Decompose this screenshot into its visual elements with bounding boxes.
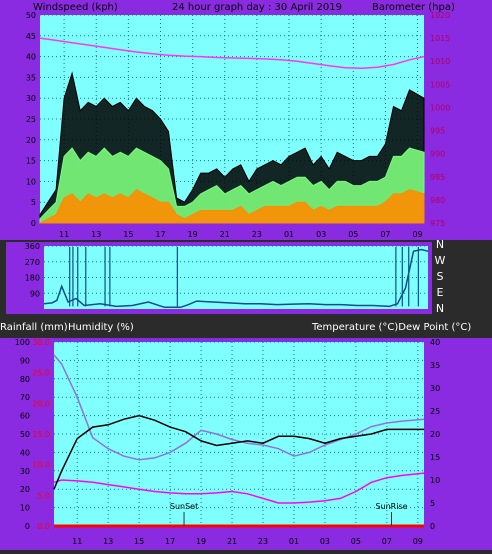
wind-y-tick-label: 45	[26, 32, 36, 41]
chart-title: 24 hour graph day : 30 April 2019	[172, 2, 342, 13]
temp-y-tick-label: 30	[430, 384, 440, 393]
temp-x-tick-label: 03	[320, 537, 330, 546]
humidity-y-tick-label: 70	[20, 393, 30, 402]
rain-y-tick-label: 10.0	[32, 461, 50, 470]
barometer-y-tick-label: 985	[430, 173, 445, 182]
barometer-y-tick-label: 980	[430, 196, 445, 205]
wind-x-tick-label: 03	[316, 230, 326, 239]
direction-y-tick-label: 360	[25, 242, 40, 251]
temp-y-tick-label: 25	[430, 407, 440, 416]
wind-ylabel: Windspeed (kph)	[33, 2, 118, 13]
direction-compass-letter: W	[435, 254, 446, 267]
direction-compass-letter: N	[436, 238, 444, 251]
barometer-y-tick-label: 1010	[430, 57, 450, 66]
temp-x-tick-label: 23	[258, 537, 268, 546]
wind-y-tick-label: 35	[26, 73, 36, 82]
temp-x-tick-label: 17	[165, 537, 175, 546]
wind-y-tick-label: 40	[26, 53, 36, 62]
humidity-ylabel: Humidity (%)	[68, 322, 134, 333]
wind-x-tick-label: 15	[123, 230, 133, 239]
wind-y-tick-label: 30	[26, 94, 36, 103]
wind-x-tick-label: 05	[348, 230, 358, 239]
direction-y-tick-label: 270	[25, 258, 40, 267]
humidity-series-line	[53, 354, 425, 461]
rain-y-tick-label: 15.0	[32, 430, 50, 439]
humidity-y-tick-label: 100	[15, 338, 30, 347]
barometer-y-tick-label: 1005	[430, 80, 450, 89]
wind-y-tick-label: 5	[31, 198, 36, 207]
humidity-y-tick-label: 60	[20, 412, 30, 421]
wind-y-tick-label: 15	[26, 157, 36, 166]
wind-x-tick-label: 13	[91, 230, 101, 239]
barometer-y-tick-label: 1015	[430, 34, 450, 43]
temp-x-tick-label: 11	[72, 537, 82, 546]
barometer-ylabel: Barometer (hpa)	[372, 2, 455, 13]
temperature-series-line	[53, 414, 424, 490]
direction-compass-letter: S	[437, 270, 444, 283]
dewpoint-series-line	[53, 472, 425, 504]
temp-x-tick-label: 15	[134, 537, 144, 546]
temp-x-tick-label: 01	[289, 537, 299, 546]
temp-x-tick-label: 19	[196, 537, 206, 546]
temp-y-tick-label: 40	[430, 338, 440, 347]
temp-y-tick-label: 10	[430, 476, 440, 485]
wind-x-tick-label: 19	[188, 230, 198, 239]
direction-y-tick-label: 90	[30, 289, 40, 298]
wind-x-tick-label: 07	[380, 230, 390, 239]
temp-y-tick-label: 5	[430, 499, 435, 508]
temp-y-tick-label: 15	[430, 453, 440, 462]
temp-chart: 01020304050607080901000.05.010.015.020.0…	[15, 338, 440, 546]
rain-y-tick-label: 0.0	[37, 522, 50, 531]
temp-y-tick-label: 35	[430, 361, 440, 370]
temp-x-tick-label: 09	[413, 537, 423, 546]
wind-x-tick-label: 21	[220, 230, 230, 239]
rain-y-tick-label: 20.0	[32, 399, 50, 408]
wind-x-tick-label: 17	[155, 230, 165, 239]
wind-x-tick-label: 23	[252, 230, 262, 239]
wind-x-tick-label: 01	[284, 230, 294, 239]
humidity-y-tick-label: 10	[20, 504, 30, 513]
wind-y-tick-label: 0	[31, 219, 36, 228]
sun-event-label: SunRise	[375, 502, 407, 511]
barometer-y-tick-label: 975	[430, 219, 445, 228]
temp-y-tick-label: 0	[430, 522, 435, 531]
direction-compass-letter: E	[437, 286, 444, 299]
temp-x-tick-label: 21	[227, 537, 237, 546]
rain-ylabel: Rainfall (mm)	[0, 322, 68, 333]
direction-compass-letter: N	[436, 302, 444, 315]
temp-ylabel: Temperature (°C)Dew Point (°C)	[311, 322, 471, 333]
humidity-y-tick-label: 80	[20, 375, 30, 384]
sun-event-label: SunSet	[170, 502, 198, 511]
wind-series-direction-wind	[39, 189, 425, 224]
temp-x-tick-label: 13	[103, 537, 113, 546]
wind-y-tick-label: 25	[26, 115, 36, 124]
wind-y-tick-label: 20	[26, 136, 36, 145]
barometer-y-tick-label: 1000	[430, 103, 450, 112]
humidity-y-tick-label: 50	[20, 430, 30, 439]
rain-y-tick-label: 5.0	[37, 491, 50, 500]
barometer-series-line	[39, 37, 425, 69]
humidity-y-tick-label: 20	[20, 485, 30, 494]
wind-x-tick-label: 09	[412, 230, 422, 239]
barometer-y-tick-label: 995	[430, 127, 445, 136]
rain-y-tick-label: 25.0	[32, 369, 50, 378]
humidity-y-tick-label: 0	[25, 522, 30, 531]
temp-y-tick-label: 20	[430, 430, 440, 439]
wind-y-tick-label: 10	[26, 177, 36, 186]
wind-y-tick-label: 50	[26, 11, 36, 20]
humidity-y-tick-label: 30	[20, 467, 30, 476]
humidity-y-tick-label: 90	[20, 356, 30, 365]
temp-x-tick-label: 07	[382, 537, 392, 546]
rain-y-tick-label: 30.0	[32, 338, 50, 347]
wind-chart: 0510152025303540455097598098599099510001…	[26, 11, 451, 239]
humidity-y-tick-label: 40	[20, 448, 30, 457]
direction-y-tick-label: 180	[25, 274, 40, 283]
temp-x-tick-label: 05	[351, 537, 361, 546]
wind-x-tick-label: 11	[59, 230, 69, 239]
barometer-y-tick-label: 1020	[430, 11, 450, 20]
barometer-y-tick-label: 990	[430, 150, 445, 159]
